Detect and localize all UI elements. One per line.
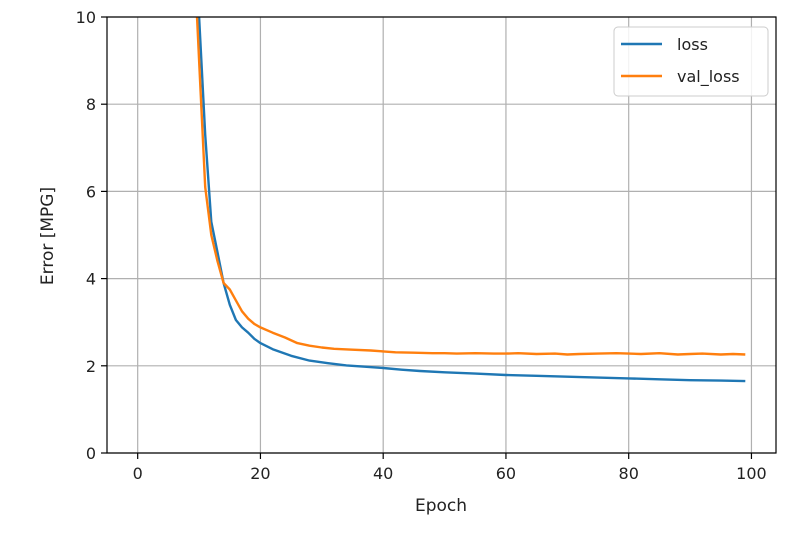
y-axis-label: Error [MPG] <box>38 187 58 285</box>
y-tick-label: 8 <box>86 95 96 114</box>
x-tick-label: 20 <box>250 464 270 483</box>
x-tick-label: 60 <box>496 464 516 483</box>
y-tick-label: 2 <box>86 357 96 376</box>
y-tick-label: 0 <box>86 444 96 463</box>
series-lines <box>195 17 746 383</box>
legend-label-loss: loss <box>677 35 708 54</box>
x-axis-label: Epoch <box>415 496 467 516</box>
axis-ticks: 0 20 40 60 80 100 0 2 4 6 8 10 <box>76 8 767 483</box>
x-tick-label: 80 <box>619 464 639 483</box>
plot-frame <box>106 16 777 454</box>
x-tick-label: 40 <box>373 464 393 483</box>
legend-label-val-loss: val_loss <box>677 67 740 87</box>
x-tick-label: 0 <box>133 464 143 483</box>
y-tick-label: 4 <box>86 270 96 289</box>
series-line-val-loss <box>195 17 746 356</box>
series-line-loss <box>197 17 746 383</box>
y-tick-label: 10 <box>76 8 96 27</box>
y-tick-label: 6 <box>86 182 96 201</box>
x-tick-label: 100 <box>736 464 767 483</box>
legend: loss val_loss <box>613 26 769 97</box>
